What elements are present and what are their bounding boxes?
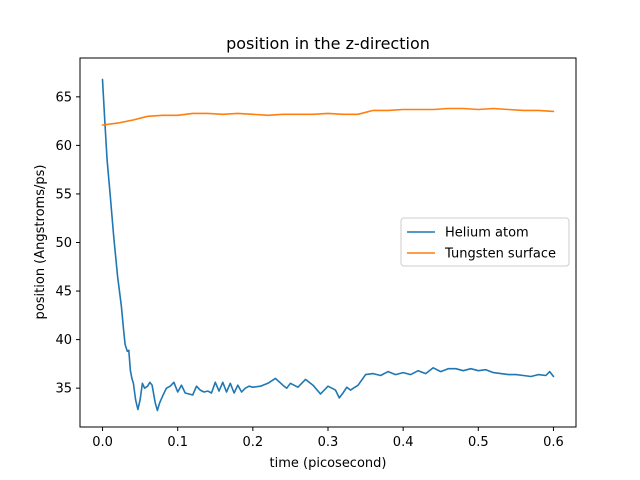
x-tick-label: 0.1: [167, 435, 188, 450]
x-tick-label: 0.4: [393, 435, 414, 450]
x-axis-ticks: 0.0 0.1 0.2 0.3 0.4 0.5 0.6: [92, 427, 564, 450]
x-tick-label: 0.3: [318, 435, 339, 450]
x-tick-label: 0.5: [468, 435, 489, 450]
chart-title: position in the z-direction: [226, 34, 430, 53]
y-axis-label: position (Angstroms/ps): [33, 165, 48, 320]
plot-frame: [79, 57, 577, 428]
y-tick-label: 35: [55, 382, 72, 397]
x-axis-label: time (picosecond): [270, 456, 387, 471]
x-tick-label: 0.2: [243, 435, 264, 450]
y-tick-label: 50: [55, 236, 72, 251]
legend-box: [400, 217, 570, 267]
y-tick-label: 60: [55, 139, 72, 154]
y-tick-label: 45: [55, 285, 72, 300]
y-tick-label: 65: [55, 90, 72, 105]
legend-label: Helium atom: [445, 226, 529, 241]
y-axis-ticks: 35 40 45 50 55 60 65: [55, 90, 80, 397]
x-tick-label: 0.6: [543, 435, 564, 450]
legend-label: Tungsten surface: [444, 247, 556, 262]
series-line-helium-atom: [101, 78, 555, 412]
x-tick-label: 0.0: [92, 435, 113, 450]
series-line-tungsten-surface: [101, 107, 555, 126]
legend: Helium atom Tungsten surface: [400, 217, 570, 267]
series-group: [101, 78, 555, 412]
y-tick-label: 55: [55, 187, 72, 202]
y-tick-label: 40: [55, 333, 72, 348]
